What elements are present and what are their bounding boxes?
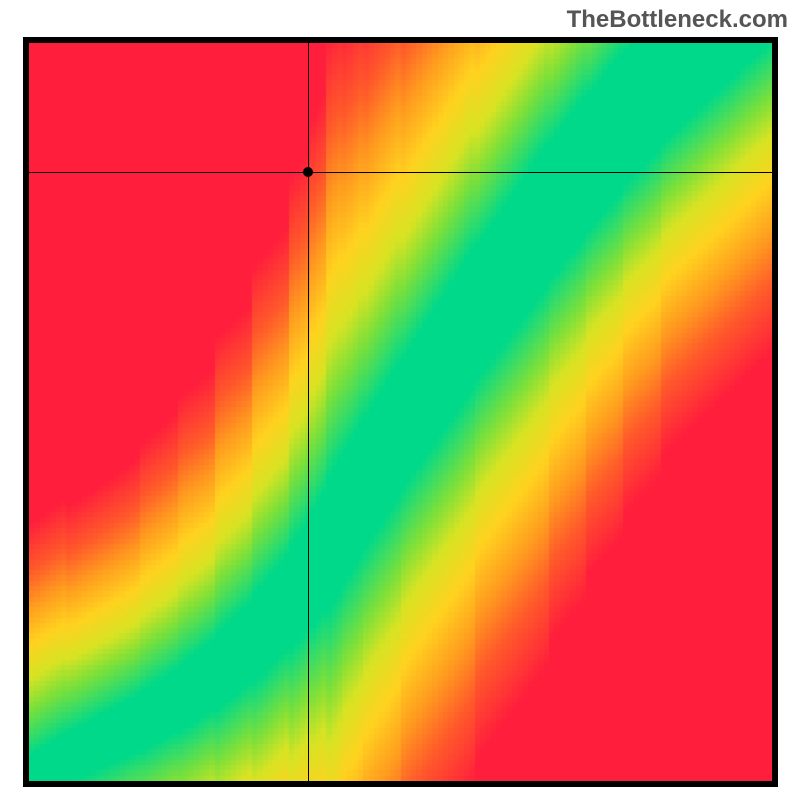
plot-frame <box>23 37 778 787</box>
chart-container: TheBottleneck.com <box>0 0 800 800</box>
crosshair-vertical <box>308 43 309 781</box>
crosshair-horizontal <box>29 172 772 173</box>
heatmap-canvas <box>29 43 772 781</box>
watermark-text: TheBottleneck.com <box>567 6 788 34</box>
marker-dot <box>303 167 313 177</box>
